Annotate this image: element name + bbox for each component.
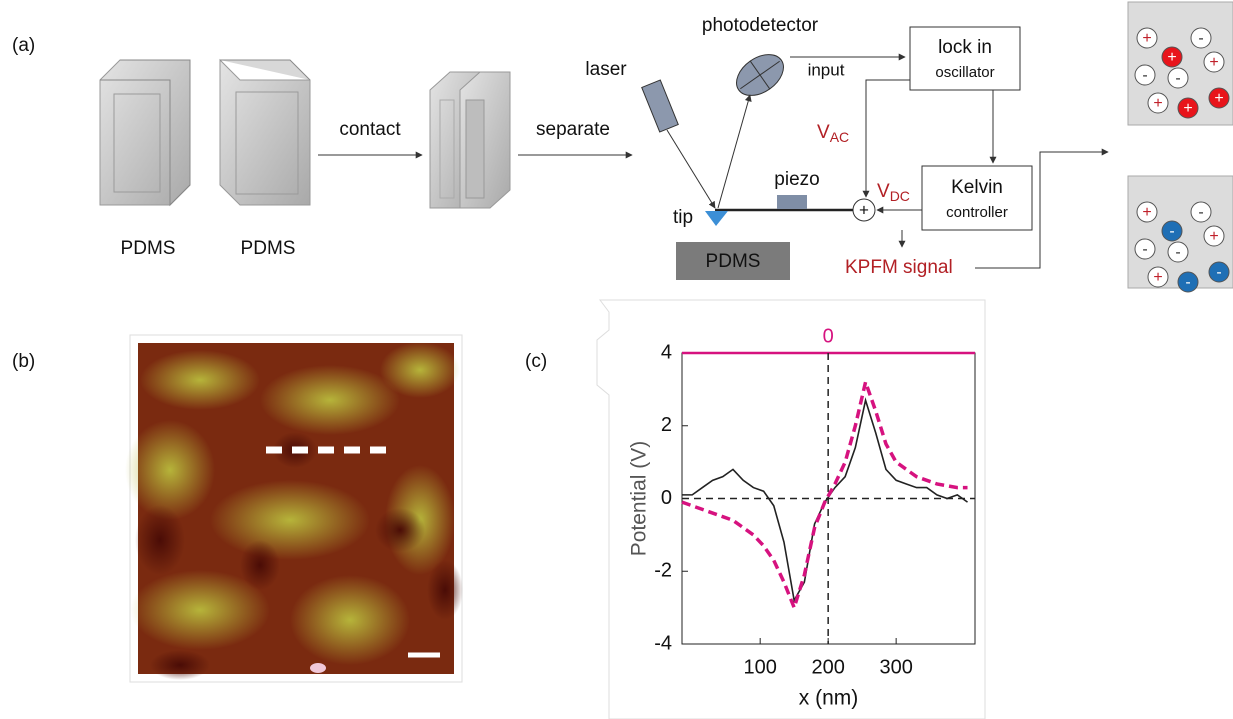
- charge-sign: +: [1153, 269, 1162, 286]
- plate-label: PDMS: [241, 238, 296, 259]
- laser: [642, 80, 679, 132]
- charge-sign: +: [1209, 228, 1218, 245]
- charge-sign: -: [1198, 204, 1203, 221]
- charge-sign: -: [1169, 223, 1174, 240]
- charge-sign: -: [1185, 274, 1190, 291]
- sample-label: PDMS: [706, 251, 761, 272]
- kpfm-signal: KPFM signal: [845, 257, 953, 278]
- charge-sign: -: [1142, 241, 1147, 258]
- figure: (a) (b) (c) PDMS PDMS contact separate l…: [0, 0, 1233, 719]
- box-subtitle: oscillator: [935, 64, 994, 81]
- box-title: lock in: [938, 37, 992, 58]
- piezo-label: piezo: [774, 169, 819, 190]
- charge-sign: +: [1167, 49, 1176, 66]
- box-subtitle: controller: [946, 204, 1008, 221]
- charge-sign: -: [1142, 67, 1147, 84]
- charge-sign: +: [1153, 95, 1162, 112]
- x-tick-label: 100: [743, 656, 776, 678]
- piezo: [777, 195, 807, 209]
- y-tick-label: -4: [654, 632, 672, 654]
- charge-sign: +: [1142, 204, 1151, 221]
- charge-sign: -: [1198, 30, 1203, 47]
- charge-sign: +: [1183, 100, 1192, 117]
- charge-sign: +: [1209, 54, 1218, 71]
- charge-sign: -: [1175, 70, 1180, 87]
- pdms-plate: [220, 60, 310, 205]
- plate-label: PDMS: [121, 238, 176, 259]
- x-tick-label: 300: [879, 656, 912, 678]
- panel-label: (b): [12, 351, 35, 372]
- input-label: input: [808, 60, 845, 79]
- arrow: [866, 80, 910, 197]
- box-title: Kelvin: [951, 177, 1003, 198]
- laser-label: laser: [585, 59, 627, 80]
- panel-label: (c): [525, 351, 547, 372]
- v-dc: VDC: [877, 181, 910, 204]
- charge-sign: +: [1142, 30, 1151, 47]
- charge-sign: +: [1214, 90, 1223, 107]
- stacked-plates: [430, 72, 510, 208]
- step-label: contact: [339, 119, 401, 140]
- plot-background: [597, 300, 985, 719]
- step-label: separate: [536, 119, 610, 140]
- y-tick-label: 2: [661, 414, 672, 436]
- sum-sign: +: [859, 200, 869, 219]
- panel-label: (a): [12, 35, 35, 56]
- y-tick-label: 0: [661, 487, 672, 509]
- y-axis-label: Potential (V): [628, 441, 651, 557]
- y-tick-label: -2: [654, 560, 672, 582]
- tip-label: tip: [673, 207, 693, 228]
- v-ac: VAC: [817, 122, 849, 145]
- x-axis-label: x (nm): [799, 687, 859, 710]
- beam: [718, 95, 750, 208]
- y-tick-label: 4: [661, 341, 672, 363]
- x-tick-label: 200: [811, 656, 844, 678]
- beam: [667, 130, 715, 208]
- charge-sign: -: [1216, 264, 1221, 281]
- charge-sign: -: [1175, 244, 1180, 261]
- photodetector: [729, 46, 791, 104]
- photodetector-label: photodetector: [702, 15, 819, 36]
- tip: [705, 211, 728, 226]
- pdms-plate: [100, 60, 190, 205]
- x2-tick-label: 0: [823, 325, 834, 347]
- afm-image: [125, 335, 463, 682]
